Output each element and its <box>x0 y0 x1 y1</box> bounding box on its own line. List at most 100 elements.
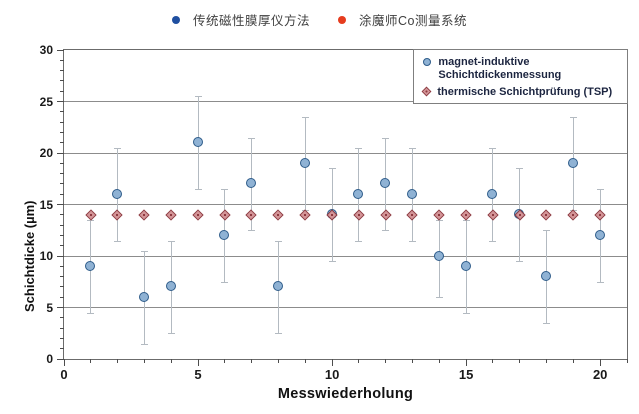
error-bar-cap-top <box>87 219 95 221</box>
red-dot-icon <box>338 15 347 24</box>
top-legend-item-tsp: 涂魔师Co测量系统 <box>338 10 467 29</box>
y-minor-tick <box>60 245 64 247</box>
error-bar-cap-bottom <box>543 322 551 324</box>
error-bar-cap-bottom <box>435 297 443 299</box>
y-minor-tick <box>60 327 64 329</box>
x-minor-tick <box>90 359 92 363</box>
x-minor-tick <box>438 359 440 363</box>
error-bar-cap-bottom <box>596 281 604 283</box>
blue-dot-icon <box>172 15 180 24</box>
y-minor-tick <box>60 142 64 144</box>
x-minor-tick <box>358 359 360 363</box>
data-point-magnet-inductive-x18 <box>541 271 552 282</box>
x-minor-tick <box>304 359 306 363</box>
error-bar-cap-bottom <box>87 312 95 314</box>
x-major-tick <box>465 359 467 366</box>
error-bar-cap-bottom <box>382 230 390 232</box>
data-point-magnet-inductive-x1 <box>85 260 96 271</box>
y-minor-tick <box>60 162 64 164</box>
y-minor-tick <box>60 183 64 185</box>
gridline-y-5 <box>64 307 627 308</box>
y-tick-label: 20 <box>39 146 53 160</box>
plot-legend-entry-tsp: thermische Schichtprüfung (TSP) <box>421 86 612 99</box>
data-point-magnet-inductive-x8 <box>272 281 283 292</box>
y-minor-tick <box>60 348 64 350</box>
y-major-tick <box>57 307 64 308</box>
gridline-y-15 <box>64 204 627 205</box>
data-point-tsp-x16 <box>487 208 499 221</box>
x-minor-tick <box>117 359 119 363</box>
plot-legend-box: magnet-induktive Schichtdickenmessung th… <box>413 48 629 104</box>
data-point-tsp-x5 <box>192 208 204 221</box>
error-bar-cap-top <box>382 137 390 139</box>
x-minor-tick <box>412 359 414 363</box>
data-point-tsp-x7 <box>245 208 258 221</box>
data-point-magnet-inductive-x16 <box>487 188 498 199</box>
x-minor-tick <box>626 359 628 363</box>
y-tick-label: 10 <box>39 249 53 263</box>
data-point-magnet-inductive-x11 <box>353 188 364 199</box>
data-point-tsp-x1 <box>84 208 97 221</box>
error-bar-cap-top <box>248 137 256 139</box>
error-bar-cap-top <box>516 168 524 170</box>
error-bar-cap-bottom <box>114 240 122 242</box>
y-major-tick <box>57 101 64 102</box>
data-point-tsp-x20 <box>594 208 606 221</box>
data-point-magnet-inductive-x2 <box>112 188 123 199</box>
data-point-magnet-inductive-x4 <box>165 281 176 292</box>
error-bar-cap-top <box>114 147 122 149</box>
error-bar-cap-bottom <box>140 343 148 345</box>
data-point-tsp-x12 <box>379 208 392 221</box>
y-major-tick <box>57 49 64 51</box>
top-legend-label: 涂魔师Co测量系统 <box>359 14 467 28</box>
x-major-tick <box>331 359 333 366</box>
y-minor-tick <box>60 70 64 72</box>
y-major-tick <box>57 358 64 360</box>
error-bar-cap-top <box>221 189 229 191</box>
error-bar-cap-top <box>596 189 604 191</box>
data-point-magnet-inductive-x3 <box>138 291 149 302</box>
y-tick-label: 5 <box>46 300 53 315</box>
gridline-y-20 <box>64 152 627 154</box>
y-minor-tick <box>60 131 64 133</box>
circle-marker-icon <box>423 57 432 66</box>
gridline-y-10 <box>64 255 627 257</box>
error-bar-cap-top <box>543 230 551 232</box>
y-tick-label: 25 <box>39 94 53 109</box>
y-minor-tick <box>60 286 64 288</box>
x-minor-tick <box>224 359 226 363</box>
data-point-tsp-x15 <box>460 208 472 221</box>
data-point-tsp-x3 <box>138 208 150 221</box>
error-bar-cap-top <box>409 147 417 149</box>
error-bar-cap-top <box>355 147 363 149</box>
data-point-magnet-inductive-x6 <box>219 229 230 240</box>
plot-legend-entry-magnet: magnet-induktive Schichtdickenmessung <box>423 56 561 82</box>
x-tick-label: 15 <box>458 367 474 382</box>
error-bar-cap-bottom <box>355 240 363 242</box>
data-point-tsp-x11 <box>353 208 365 221</box>
y-minor-tick <box>60 317 64 319</box>
plot-legend-label: magnet-induktive Schichtdickenmessung <box>438 55 562 81</box>
error-bar-cap-top <box>194 96 202 98</box>
data-point-magnet-inductive-x9 <box>299 157 310 168</box>
y-minor-tick <box>60 234 64 236</box>
error-bar-cap-bottom <box>221 281 229 283</box>
data-point-magnet-inductive-x15 <box>460 260 471 271</box>
x-minor-tick <box>572 359 574 363</box>
error-bar-cap-top <box>435 219 443 221</box>
y-major-tick <box>57 152 64 154</box>
y-minor-tick <box>60 214 64 216</box>
y-minor-tick <box>60 90 64 92</box>
y-minor-tick <box>60 224 64 226</box>
top-legend: 传统磁性膜厚仪方法 涂魔师Co测量系统 <box>0 10 639 29</box>
y-minor-tick <box>60 121 64 123</box>
x-major-tick <box>63 359 65 366</box>
error-bar-cap-top <box>328 168 336 170</box>
y-major-tick <box>57 255 64 257</box>
x-minor-tick <box>385 359 387 363</box>
data-point-magnet-inductive-x13 <box>407 188 418 199</box>
data-point-tsp-x14 <box>433 208 445 221</box>
data-point-magnet-inductive-x14 <box>433 250 444 261</box>
y-major-tick <box>57 204 64 205</box>
